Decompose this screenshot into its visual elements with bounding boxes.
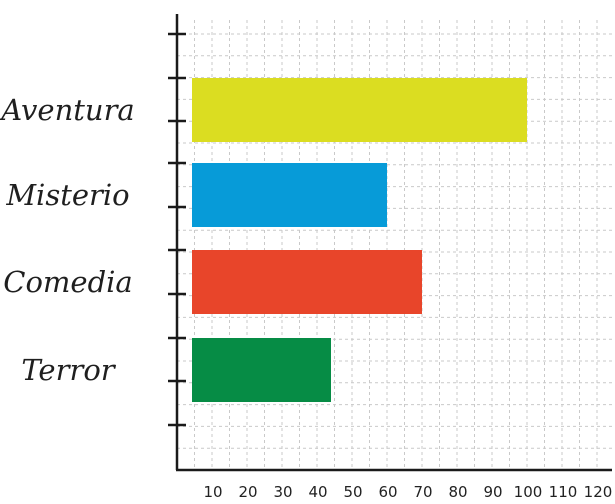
x-axis-tick-labels: 10 20 30 40 50 60 70 80 90 100 110 120 [203,483,612,501]
x-tick-label: 30 [273,483,292,501]
x-tick-label: 100 [514,483,543,501]
bar-terror [192,338,331,402]
bar-comedia [192,250,422,314]
x-tick-label: 60 [378,483,397,501]
x-tick-label: 50 [343,483,362,501]
y-axis-ticks [168,32,186,427]
category-label-misterio: Misterio [5,178,129,212]
bars [192,78,527,402]
x-tick-label: 70 [413,483,432,501]
x-tick-label: 40 [308,483,327,501]
bar-aventura [192,78,527,142]
x-tick-label: 90 [483,483,502,501]
x-tick-label: 80 [448,483,467,501]
category-label-aventura: Aventura [0,93,135,127]
x-tick-label: 110 [549,483,578,501]
bar-misterio [192,163,387,227]
category-labels: Aventura Misterio Comedia Terror [0,93,135,387]
category-label-terror: Terror [21,353,116,387]
x-tick-label: 120 [584,483,613,501]
axes [175,14,612,472]
category-label-comedia: Comedia [3,265,132,299]
x-tick-label: 10 [203,483,222,501]
x-tick-label: 20 [238,483,257,501]
